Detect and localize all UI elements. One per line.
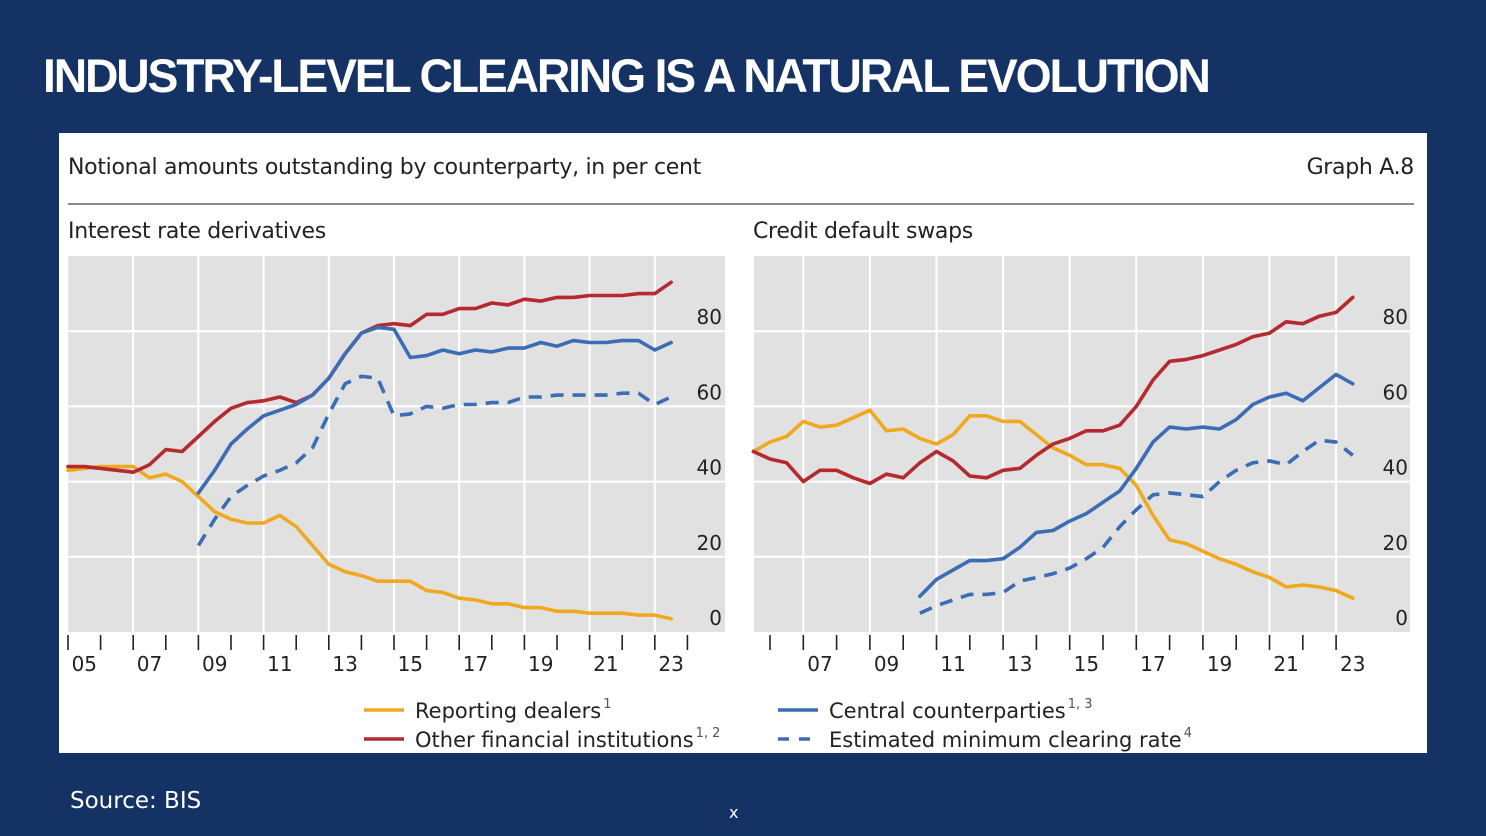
- y-tick-label: 20: [697, 531, 722, 555]
- x-tick-label: 19: [528, 652, 553, 676]
- x-tick-label: 17: [463, 652, 488, 676]
- legend-item: Estimated minimum clearing rate 4: [778, 726, 1192, 752]
- y-tick-label: 40: [1383, 456, 1408, 480]
- credit-default-swaps-chart: 0 20 40 60 80 07 09 11 13 15 17 19 21 23: [751, 256, 1410, 676]
- plot-area: [68, 256, 725, 632]
- legend-footnote: 1: [603, 697, 611, 712]
- left-legend: Reporting dealers 1 Other financial instit…: [364, 697, 720, 752]
- y-tick-label: 40: [697, 456, 722, 480]
- footer-mark: x: [729, 803, 739, 822]
- right-legend: Central counterparties 1, 3 Estimated mini…: [778, 697, 1192, 752]
- y-tick-label: 0: [1395, 606, 1408, 630]
- y-tick-label: 60: [697, 380, 722, 404]
- header-divider: [68, 203, 1414, 205]
- y-tick-label: 80: [1383, 305, 1408, 329]
- legend-label: Estimated minimum clearing rate 4: [829, 726, 1192, 752]
- x-tick-label: 09: [874, 652, 899, 676]
- legend-text: Other financial institutions: [415, 728, 694, 752]
- panel-header: Notional amounts outstanding by counterp…: [68, 155, 1414, 180]
- y-tick-label: 80: [697, 305, 722, 329]
- series-line-reporting-dealers: [66, 464, 673, 621]
- series-line-reporting-dealers: [751, 408, 1355, 601]
- legend-label: Central counterparties 1, 3: [829, 697, 1093, 723]
- x-tick-label: 21: [593, 652, 618, 676]
- x-tick-label: 15: [398, 652, 423, 676]
- x-tick-label: 15: [1074, 652, 1099, 676]
- x-tick-label: 13: [1007, 652, 1032, 676]
- x-tick-label: 13: [332, 652, 357, 676]
- series-line-central-counterparties: [918, 372, 1355, 599]
- legend-footnote: 1, 3: [1068, 697, 1093, 712]
- right-chart-title: Credit default swaps: [753, 219, 973, 244]
- x-tick-label: 19: [1207, 652, 1232, 676]
- x-tick-label: 07: [137, 652, 162, 676]
- series-line-central-counterparties: [196, 325, 673, 495]
- y-tick-label: 60: [1383, 380, 1408, 404]
- left-chart-title: Interest rate derivatives: [68, 219, 326, 244]
- legend-label: Reporting dealers 1: [415, 697, 612, 723]
- x-tick-label: 05: [72, 652, 97, 676]
- series-line-estimated-minimum-clearing-rate: [196, 374, 672, 547]
- legend-item: Central counterparties 1, 3: [778, 697, 1093, 723]
- x-tick-label: 23: [1340, 652, 1365, 676]
- legend-text: Central counterparties: [829, 699, 1066, 723]
- legend-footnote: 4: [1184, 726, 1192, 741]
- y-tick-label: 0: [709, 606, 722, 630]
- slide-title: INDUSTRY-LEVEL CLEARING IS A NATURAL EVO…: [43, 49, 1211, 102]
- x-tick-label: 07: [807, 652, 832, 676]
- legend-item: Reporting dealers 1: [364, 697, 612, 723]
- legend-text: Reporting dealers: [415, 699, 601, 723]
- x-tick-label: 09: [202, 652, 227, 676]
- x-tick-label: 11: [267, 652, 292, 676]
- legend-text: Estimated minimum clearing rate: [829, 728, 1182, 752]
- x-tick-label: 17: [1140, 652, 1165, 676]
- source-note: Source: BIS: [70, 788, 202, 814]
- legend-item: Other financial institutions 1, 2: [364, 726, 720, 752]
- x-tick-label: 11: [940, 652, 965, 676]
- interest-rate-derivatives-chart: 0 20 40 60 80 05 07 09 11 13 15 17 19 21 23: [66, 256, 725, 676]
- plot-area: [754, 256, 1410, 632]
- series-line-estimated-minimum-clearing-rate: [919, 438, 1354, 615]
- legend-footnote: 1, 2: [696, 726, 721, 741]
- x-tick-label: 21: [1273, 652, 1298, 676]
- x-tick-label: 23: [658, 652, 683, 676]
- series-line-other-financial-institutions: [751, 295, 1355, 486]
- graph-id: Graph A.8: [1306, 155, 1415, 180]
- y-tick-label: 20: [1383, 531, 1408, 555]
- panel-heading: Notional amounts outstanding by counterp…: [68, 155, 701, 180]
- legend-label: Other financial institutions 1, 2: [415, 726, 720, 752]
